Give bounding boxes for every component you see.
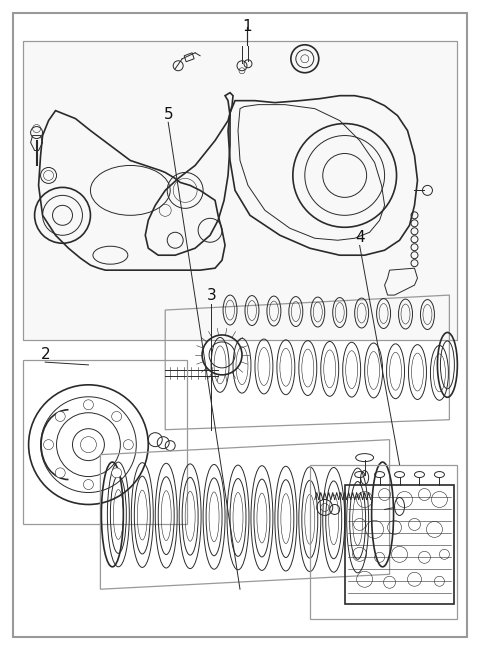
- Bar: [345, 484, 455, 604]
- Bar: [23, 360, 187, 525]
- Bar: [310, 465, 457, 619]
- Circle shape: [84, 400, 94, 410]
- Text: 3: 3: [206, 289, 216, 304]
- Text: 2: 2: [40, 346, 50, 361]
- Circle shape: [112, 468, 121, 478]
- Circle shape: [55, 411, 65, 421]
- Circle shape: [44, 439, 54, 450]
- Text: 5: 5: [163, 107, 173, 122]
- Bar: [23, 41, 457, 340]
- Bar: [23, 41, 457, 340]
- Circle shape: [123, 439, 133, 450]
- Text: 1: 1: [242, 19, 252, 34]
- Circle shape: [55, 468, 65, 478]
- Circle shape: [84, 480, 94, 489]
- Text: 4: 4: [355, 230, 364, 245]
- Circle shape: [112, 411, 121, 421]
